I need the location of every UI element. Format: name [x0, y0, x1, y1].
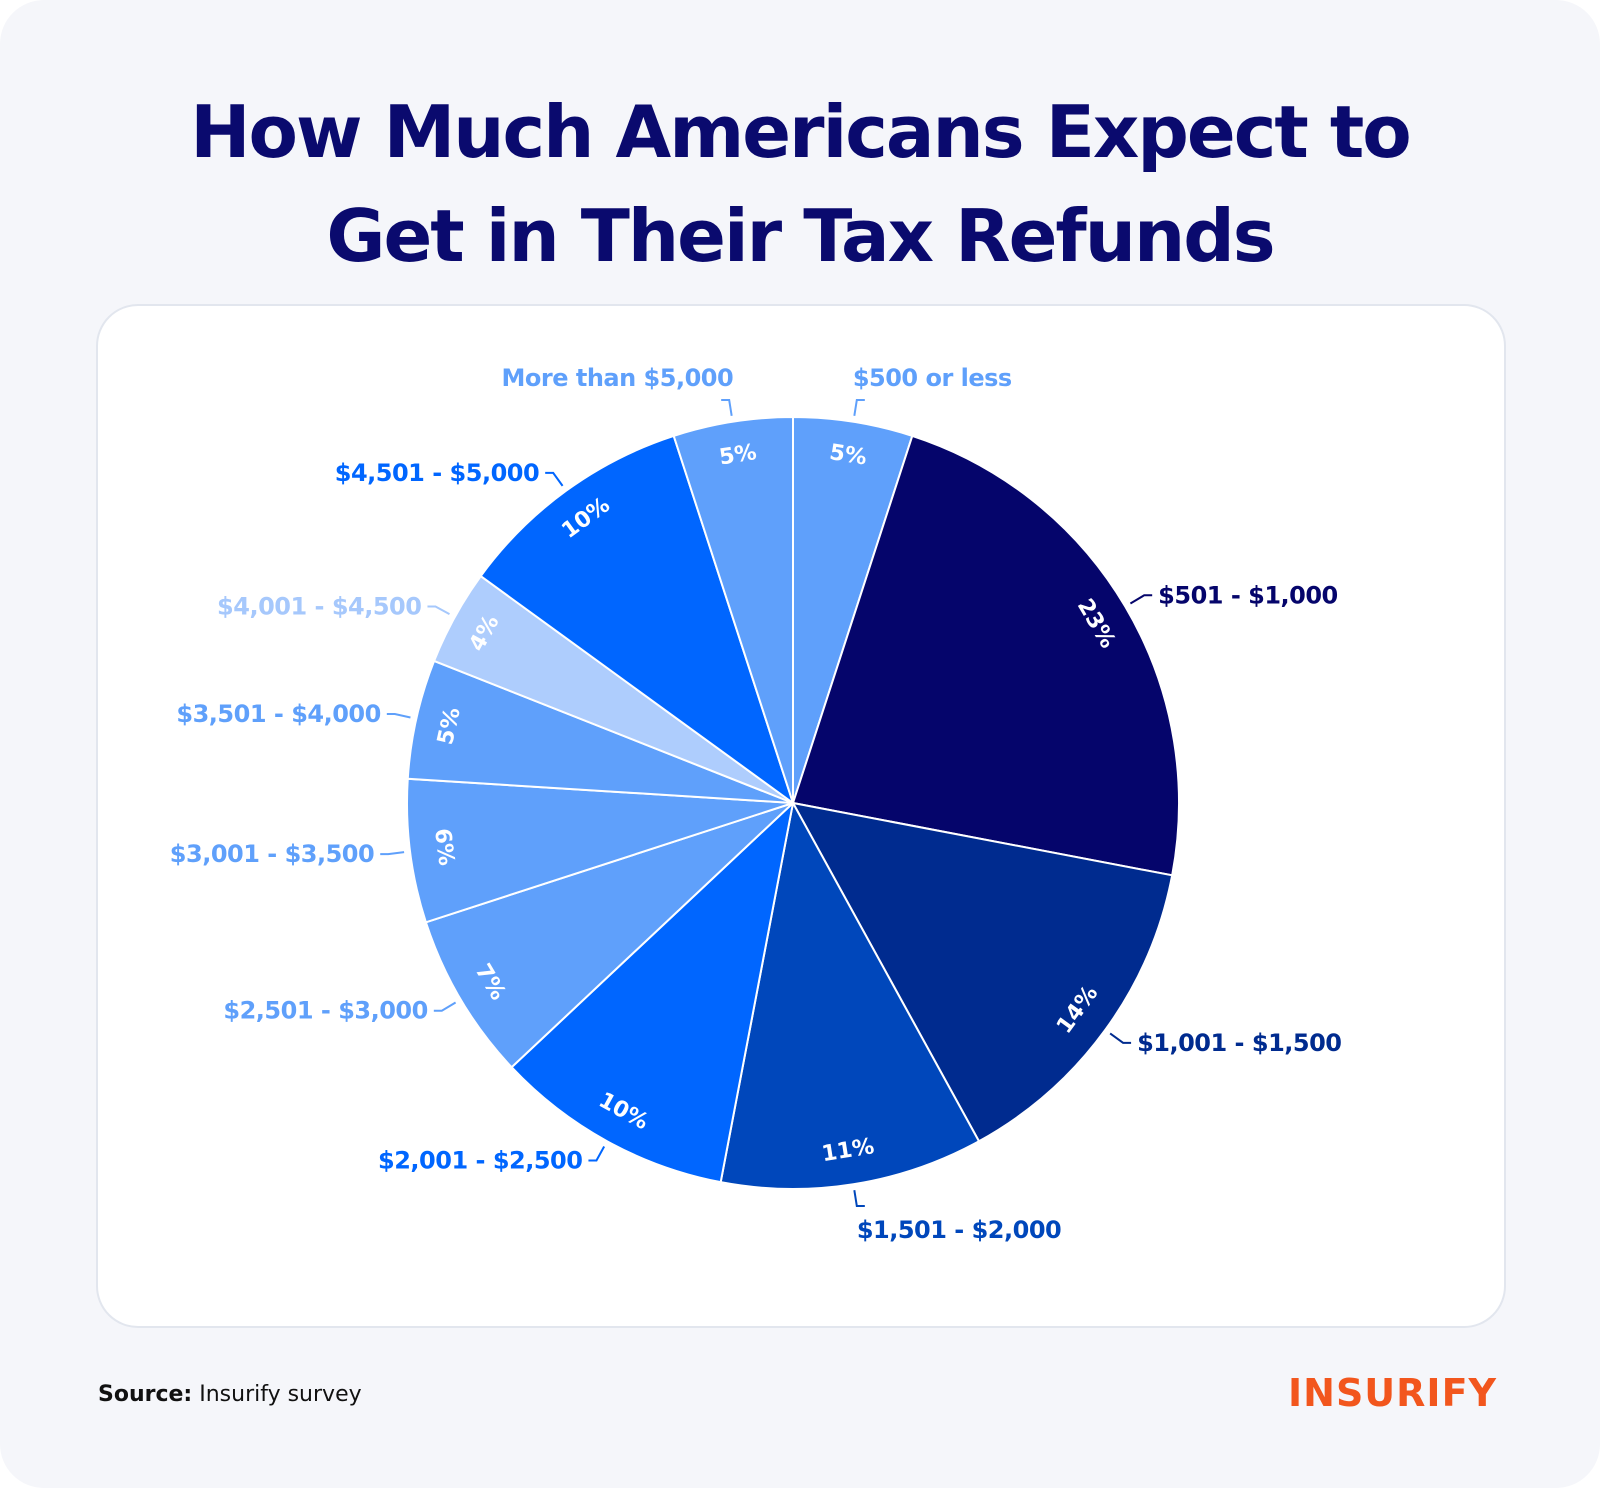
category-label-500-or-less: $500 or less [853, 364, 1012, 392]
slice-more-than-5-000 [672, 415, 794, 804]
leader-line-more-than-5-000 [721, 399, 733, 416]
title-line-2: Get in Their Tax Refunds [326, 194, 1275, 278]
slice-501-1-000 [791, 434, 1180, 877]
percent-label-more-than-5-000: 5% [718, 440, 759, 471]
leader-line-1-001-1-500 [1109, 1032, 1132, 1044]
pie-slices [406, 415, 1180, 1190]
slice-3-001-3-500 [406, 777, 794, 924]
leader-line-501-1-000 [1129, 594, 1153, 605]
percent-label-500-or-less: 5% [828, 440, 869, 471]
chart-card: 5% 23% 14% 11% 10% 7% 6% 5% 4% 10% 5% $500 or less… [96, 304, 1506, 1328]
slice-1-001-1-500 [791, 801, 1174, 1143]
leader-line-2-501-3-000 [433, 1001, 457, 1012]
category-label-1-501-2-000: $1,501 - $2,000 [857, 1216, 1061, 1244]
leader-lines [380, 399, 1153, 1207]
leader-line-4-001-4-500 [427, 605, 450, 616]
category-label-more-than-5-000: More than $5,000 [502, 364, 734, 392]
source-note: Source: Insurify survey [98, 1382, 362, 1407]
category-label-1-001-1-500: $1,001 - $1,500 [1137, 1029, 1341, 1057]
insurify-logo: INSURIFY [1288, 1368, 1496, 1418]
category-label-501-1-000: $501 - $1,000 [1158, 581, 1338, 609]
leader-line-500-or-less [853, 399, 865, 416]
leader-line-1-501-2-000 [853, 1190, 865, 1207]
chart-title: How Much Americans Expect to Get in Thei… [0, 80, 1600, 288]
slice-2-001-2-500 [510, 800, 795, 1184]
category-label-2-001-2-500: $2,001 - $2,500 [378, 1147, 582, 1175]
source-label: Source: [98, 1382, 193, 1407]
slice-1-501-2-000 [719, 800, 981, 1190]
category-labels: $500 or less $501 - $1,000 $1,001 - $1,500… [170, 364, 1342, 1244]
leader-line-2-001-2-500 [588, 1146, 606, 1162]
brand-wordmark: INSURIFY [1288, 1371, 1498, 1415]
leader-line-4-501-5-000 [545, 471, 564, 487]
leader-line-3-001-3-500 [380, 851, 405, 856]
title-line-1: How Much Americans Expect to [190, 90, 1411, 174]
category-label-4-501-5-000: $4,501 - $5,000 [335, 459, 539, 487]
leader-line-3-501-4-000 [386, 712, 411, 719]
category-label-3-501-4-000: $3,501 - $4,000 [176, 700, 380, 728]
slice-4-501-5-000 [479, 434, 795, 806]
percent-label-3-001-3-500: 6% [429, 827, 458, 867]
category-label-2-501-3-000: $2,501 - $3,000 [223, 997, 427, 1025]
slice-2-501-3-000 [424, 802, 794, 1069]
pie-chart: 5%23%14%11%10%7%6%5%4%10%5% $500 or less… [170, 364, 1342, 1244]
category-label-4-001-4-500: $4,001 - $4,500 [217, 592, 421, 620]
source-text: Insurify survey [199, 1382, 362, 1407]
category-label-3-001-3-500: $3,001 - $3,500 [170, 840, 374, 868]
